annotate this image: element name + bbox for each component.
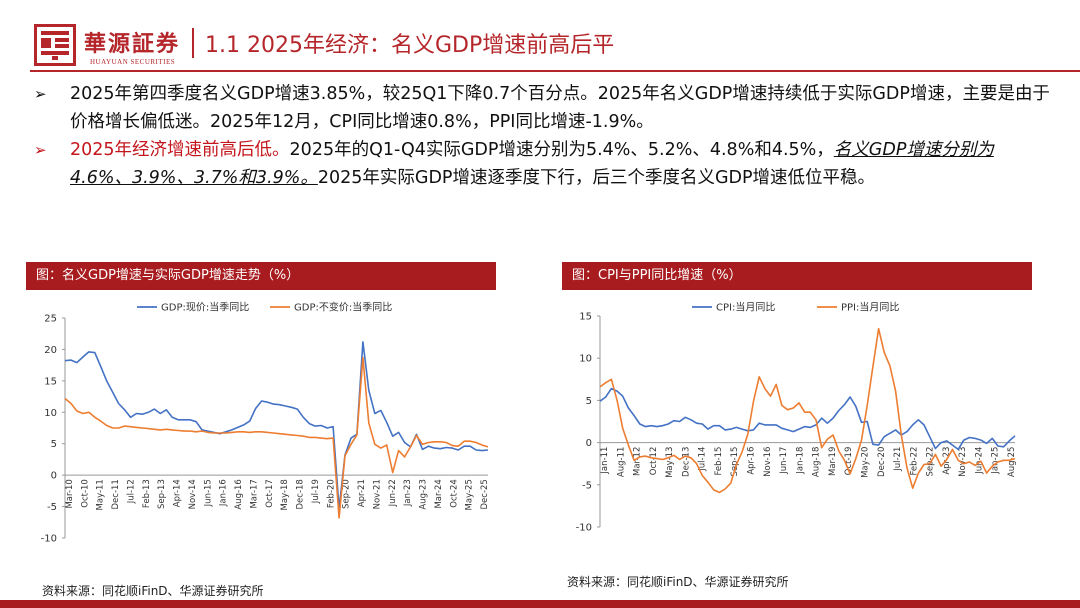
brand-name-cn: 華源証券 [84, 31, 181, 57]
legend-label: GDP:现价:当季同比 [161, 301, 249, 314]
x-tick-label: Dec-25 [480, 479, 490, 509]
x-tick-label: Oct-24 [449, 479, 459, 508]
x-tick-label: Jul-19 [311, 479, 321, 504]
x-tick-label: Jul-12 [126, 479, 136, 504]
summary-bullets: ➢ 2025年第四季度名义GDP增速3.85%，较25Q1下降0.7个百分点。2… [34, 80, 1054, 192]
x-tick-label: Mar-17 [249, 479, 259, 508]
y-tick-label: 0 [586, 438, 592, 449]
x-tick-label: May-18 [280, 479, 290, 510]
x-tick-label: Jan-25 [991, 447, 1001, 475]
bullet-text: 2025年实际GDP增速逐季度下行，后三个季度名义GDP增速低位平稳。 [317, 168, 876, 188]
x-tick-label: Jul-21 [893, 447, 903, 472]
x-tick-label: May-25 [465, 479, 475, 510]
legend-label: GDP:不变价:当季同比 [294, 301, 392, 314]
x-tick-label: Dec-20 [877, 447, 887, 477]
x-tick-label: Oct-10 [80, 479, 90, 508]
x-tick-label: Oct-17 [265, 479, 275, 508]
x-tick-label: Jan-23 [403, 479, 413, 507]
y-tick-label: 0 [51, 471, 57, 482]
x-tick-label: Nov-14 [188, 479, 198, 509]
x-tick-label: Aug-18 [812, 447, 822, 477]
x-tick-label: Nov-23 [958, 447, 968, 477]
x-tick-label: Dec-13 [681, 447, 691, 477]
bullet-emphasis-text: 名义GDP增速分别为4.6%、3.9%、3.7%和3.9%。 [70, 140, 994, 188]
footer-bar [0, 600, 1080, 608]
x-tick-label: Jan-16 [219, 479, 229, 507]
y-tick-label: 20 [44, 345, 57, 356]
x-tick-label: Apr-21 [357, 479, 367, 507]
x-tick-label: Sep-13 [157, 479, 167, 509]
y-tick-label: -10 [576, 523, 592, 534]
x-tick-label: Mar-10 [65, 479, 75, 508]
x-tick-label: Aug-11 [616, 447, 626, 477]
x-tick-label: Apr-16 [747, 447, 757, 475]
arrow-bullet-icon: ➢ [34, 141, 47, 159]
x-tick-label: Feb-15 [714, 447, 724, 476]
x-tick-label: Jun-15 [203, 479, 213, 507]
legend-label: CPI:当月同比 [716, 301, 775, 314]
page-title: 1.1 2025年经济：名义GDP增速前高后平 [205, 33, 615, 58]
y-tick-label: 5 [586, 396, 592, 407]
x-tick-label: Feb-22 [909, 447, 919, 476]
y-tick-label: -5 [582, 480, 592, 491]
left-chart-source: 资料来源：同花顺iFinD、华源证券研究所 [42, 584, 264, 598]
x-tick-label: Jan-11 [600, 447, 610, 475]
x-tick-label: Jun-22 [388, 479, 398, 507]
y-tick-label: 5 [51, 439, 57, 450]
arrow-bullet-icon: ➢ [34, 85, 47, 103]
x-tick-label: May-11 [96, 479, 106, 510]
x-tick-label: Aug-25 [1007, 447, 1017, 477]
y-tick-label: -10 [41, 534, 57, 545]
bullet-item: ➢ 2025年第四季度名义GDP增速3.85%，较25Q1下降0.7个百分点。2… [34, 80, 1054, 136]
x-tick-label: Apr-14 [173, 479, 183, 507]
x-tick-label: Jul-14 [698, 447, 708, 472]
x-tick-label: Jun-17 [779, 447, 789, 475]
x-tick-label: May-13 [665, 447, 675, 478]
header: 華源証券 HUAYUAN SECURITIES 1.1 2025年经济：名义GD… [0, 0, 1080, 72]
title-separator [192, 28, 194, 58]
series-line-2 [64, 356, 489, 519]
legend-label: PPI:当月同比 [841, 301, 899, 314]
x-tick-label: Dec-11 [111, 479, 121, 509]
bullet-highlight-text: 2025年经济增速前高后低。 [70, 140, 290, 160]
x-tick-label: Jan-18 [795, 447, 805, 475]
bullet-text: 2025年第四季度名义GDP增速3.85%，较25Q1下降0.7个百分点。202… [70, 84, 1050, 132]
x-tick-label: Aug-23 [419, 479, 429, 509]
x-tick-label: Mar-12 [633, 447, 643, 476]
x-tick-label: Feb-13 [142, 479, 152, 508]
right-chart-title: 图：CPI与PPI同比增速（%） [562, 262, 1032, 290]
bullet-text: 2025年的Q1-Q4实际GDP增速分别为5.4%、5.2%、4.8%和4.5%… [289, 140, 834, 160]
header-divider [30, 70, 1080, 72]
y-tick-label: 10 [579, 354, 592, 365]
bullet-item: ➢ 2025年经济增速前高后低。2025年的Q1-Q4实际GDP增速分别为5.4… [34, 136, 1054, 192]
series-line-1 [599, 387, 1016, 451]
y-tick-label: 25 [44, 314, 57, 325]
x-tick-label: Dec-18 [296, 479, 306, 509]
y-tick-label: 15 [44, 376, 57, 387]
left-chart-title: 图：名义GDP增速与实际GDP增速走势（%） [26, 262, 496, 290]
x-tick-label: May-20 [860, 447, 870, 478]
x-tick-label: Feb-20 [326, 479, 336, 508]
x-tick-label: Sep-20 [342, 479, 352, 509]
y-tick-label: 15 [579, 312, 592, 323]
x-tick-label: Nov-16 [763, 447, 773, 477]
x-tick-label: Sep-15 [730, 447, 740, 477]
x-tick-label: Mar-24 [434, 479, 444, 508]
x-tick-label: Oct-12 [649, 447, 659, 476]
y-tick-label: 10 [44, 408, 57, 419]
x-tick-label: Oct-19 [844, 447, 854, 476]
y-tick-label: -5 [47, 502, 57, 513]
x-tick-label: Jun-24 [974, 447, 984, 475]
x-tick-label: Nov-21 [372, 479, 382, 509]
brand-name-en: HUAYUAN SECURITIES [90, 58, 176, 66]
x-tick-label: Aug-16 [234, 479, 244, 509]
right-chart-source: 资料来源：同花顺iFinD、华源证券研究所 [567, 575, 789, 589]
x-tick-label: Mar-19 [828, 447, 838, 476]
huayuan-logo-icon [34, 24, 76, 66]
series-line-2 [599, 327, 1016, 494]
